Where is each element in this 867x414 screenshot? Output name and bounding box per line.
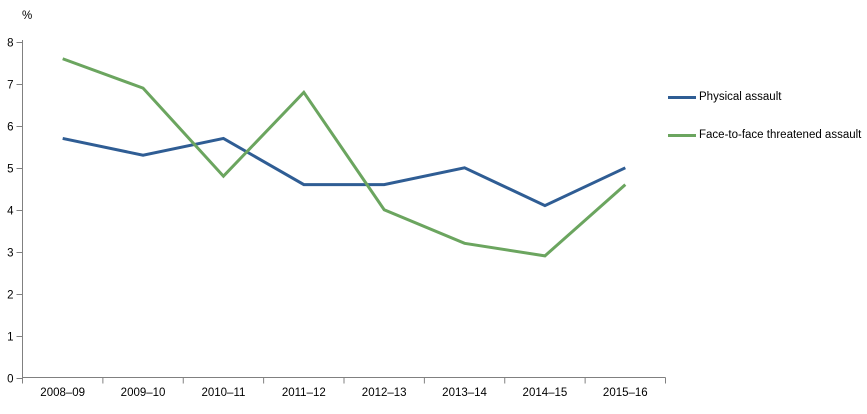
legend-label-physical-assault: Physical assault (699, 91, 782, 103)
y-axis-tick-label: 8 (7, 38, 13, 50)
y-axis-unit-label: % (22, 10, 33, 22)
x-axis-tick-label: 2013–14 (442, 387, 487, 399)
x-axis-tick-label: 2009–10 (121, 387, 166, 399)
y-axis-tick-label: 4 (7, 206, 14, 218)
x-axis-tick-label: 2015–16 (603, 387, 648, 399)
x-axis-tick-label: 2012–13 (362, 387, 407, 399)
y-axis-tick-label: 2 (7, 290, 13, 302)
series-line-1 (62, 57, 627, 258)
x-axis-tick-label: 2011–12 (282, 387, 326, 399)
legend-swatch-physical-assault (668, 95, 696, 99)
x-axis-tick-label: 2008–09 (40, 387, 85, 399)
x-axis-tick-label: 2014–15 (523, 387, 568, 399)
y-axis-tick-label: 3 (7, 248, 13, 260)
y-axis-tick-label: 0 (7, 374, 13, 386)
y-axis-tick-label: 5 (7, 164, 13, 176)
y-axis-tick-label: 6 (7, 122, 13, 134)
legend-label-threatened-assault: Face-to-face threatened assault (699, 129, 862, 141)
y-axis-tick-label: 7 (7, 80, 13, 92)
legend-item-physical-assault: Physical assault (668, 90, 781, 104)
series-line-0 (62, 136, 626, 208)
legend-item-threatened-assault: Face-to-face threatened assault (668, 128, 861, 142)
legend-swatch-threatened-assault (668, 133, 696, 137)
y-axis-tick-label: 1 (7, 332, 13, 344)
x-axis-tick-label: 2010–11 (201, 387, 245, 399)
